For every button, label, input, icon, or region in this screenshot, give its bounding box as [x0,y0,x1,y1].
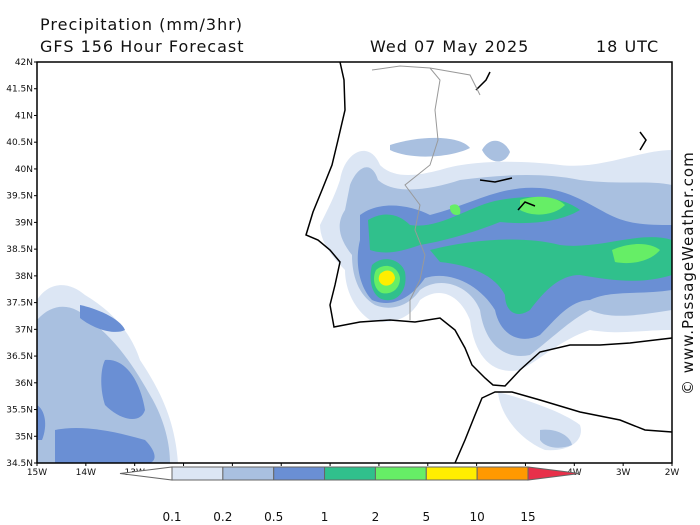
lat-label: 36.5N [6,352,33,362]
lon-label: 15W [27,468,47,478]
colorbar-label: 2 [372,510,380,524]
lon-label: 14W [76,468,96,478]
lat-label: 38N [15,272,33,282]
borders [371,65,481,320]
colorbar-box [222,466,275,481]
lat-label: 38.5N [6,245,33,255]
lat-label: 34.5N [6,459,33,469]
date: Wed 07 May 2025 [370,37,529,56]
subtitle: GFS 156 Hour Forecast [40,37,245,56]
colorbar-label: 5 [422,510,430,524]
colorbar-box [171,466,224,481]
coastline [305,61,673,464]
lat-label: 40N [15,165,33,175]
colorbar-box [476,466,529,481]
lat-label: 36N [15,379,33,389]
colorbar-label: 0.5 [264,510,283,524]
title: Precipitation (mm/3hr) [40,15,243,34]
colorbar-box [425,466,478,481]
lat-label: 40.5N [6,138,33,148]
colorbar-label: 0.2 [213,510,232,524]
colorbar-label: 15 [520,510,535,524]
watermark: © www.PassageWeather.com [679,151,697,395]
lat-label: 39.5N [6,192,33,202]
lat-label: 35.5N [6,406,33,416]
latitude-labels: 42N 41.5N 41N 40.5N 40N 39.5N 39N 38.5N 38N 37.5N… [6,58,37,469]
time: 18 UTC [596,37,659,56]
lat-label: 41N [15,111,33,121]
lat-label: 37N [15,325,33,335]
lat-label: 41.5N [6,85,33,95]
lat-label: 35N [15,432,33,442]
lat-label: 42N [15,58,33,68]
lat-label: 39N [15,218,33,228]
colorbar-box [273,466,326,481]
lon-label: 2W [665,468,680,478]
colorbar-label: 10 [470,510,485,524]
colorbar: 0.1 0.2 0.5 1 2 5 10 15 [119,466,581,524]
map-frame [36,61,673,464]
lon-label: 3W [616,468,631,478]
colorbar-label: 0.1 [162,510,181,524]
colorbar-box [324,466,376,481]
precipitation-field [37,137,672,463]
colorbar-high [527,466,581,481]
lat-label: 37.5N [6,299,33,309]
colorbar-box [374,466,427,481]
colorbar-label: 1 [321,510,329,524]
